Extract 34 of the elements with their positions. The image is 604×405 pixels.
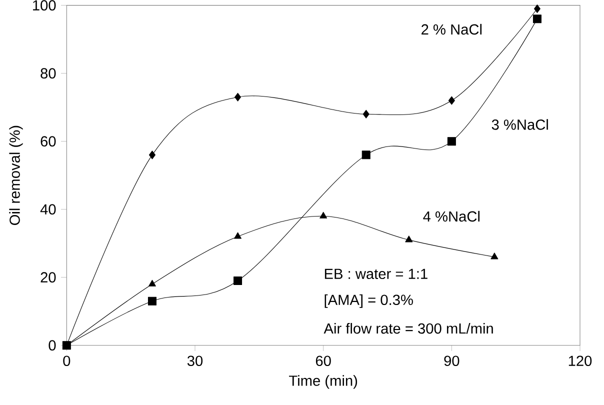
x-tick-label: 0 xyxy=(63,356,70,366)
point xyxy=(532,14,542,24)
y-axis-title: Oil removal (%) xyxy=(9,126,23,225)
point xyxy=(234,232,242,239)
y-tick-label: 100 xyxy=(33,0,56,10)
point xyxy=(320,212,328,218)
x-tick-label: 120 xyxy=(568,356,592,366)
point xyxy=(405,236,413,242)
point xyxy=(234,92,242,102)
point xyxy=(234,276,242,285)
point xyxy=(362,150,370,160)
annotation: EB : water = 1:1 xyxy=(324,268,428,279)
series-label: 2 % NaCl xyxy=(422,24,482,34)
x-tick-label: 30 xyxy=(187,356,203,366)
point xyxy=(148,296,156,306)
y-tick-label: 40 xyxy=(40,204,56,214)
y-tick-label: 20 xyxy=(40,272,56,282)
annotation: [AMA] = 0.3% xyxy=(324,294,413,308)
series-label: 4 %NaCl xyxy=(423,210,480,222)
point xyxy=(534,4,540,13)
point xyxy=(490,252,498,260)
x-tick-label: 60 xyxy=(316,356,331,366)
y-tick-label: 0 xyxy=(48,340,56,350)
x-axis-title: Time (min) xyxy=(289,375,358,389)
point xyxy=(148,150,156,160)
x-tick-label: 90 xyxy=(444,356,460,366)
y-tick-label: 60 xyxy=(40,136,56,146)
point xyxy=(448,96,455,105)
annotation: Air flow rate = 300 mL/min xyxy=(324,322,493,334)
series-label: 3 %NaCl xyxy=(492,118,548,130)
point xyxy=(148,280,156,286)
point xyxy=(447,136,456,146)
point xyxy=(362,110,370,118)
y-tick-label: 80 xyxy=(40,68,56,78)
